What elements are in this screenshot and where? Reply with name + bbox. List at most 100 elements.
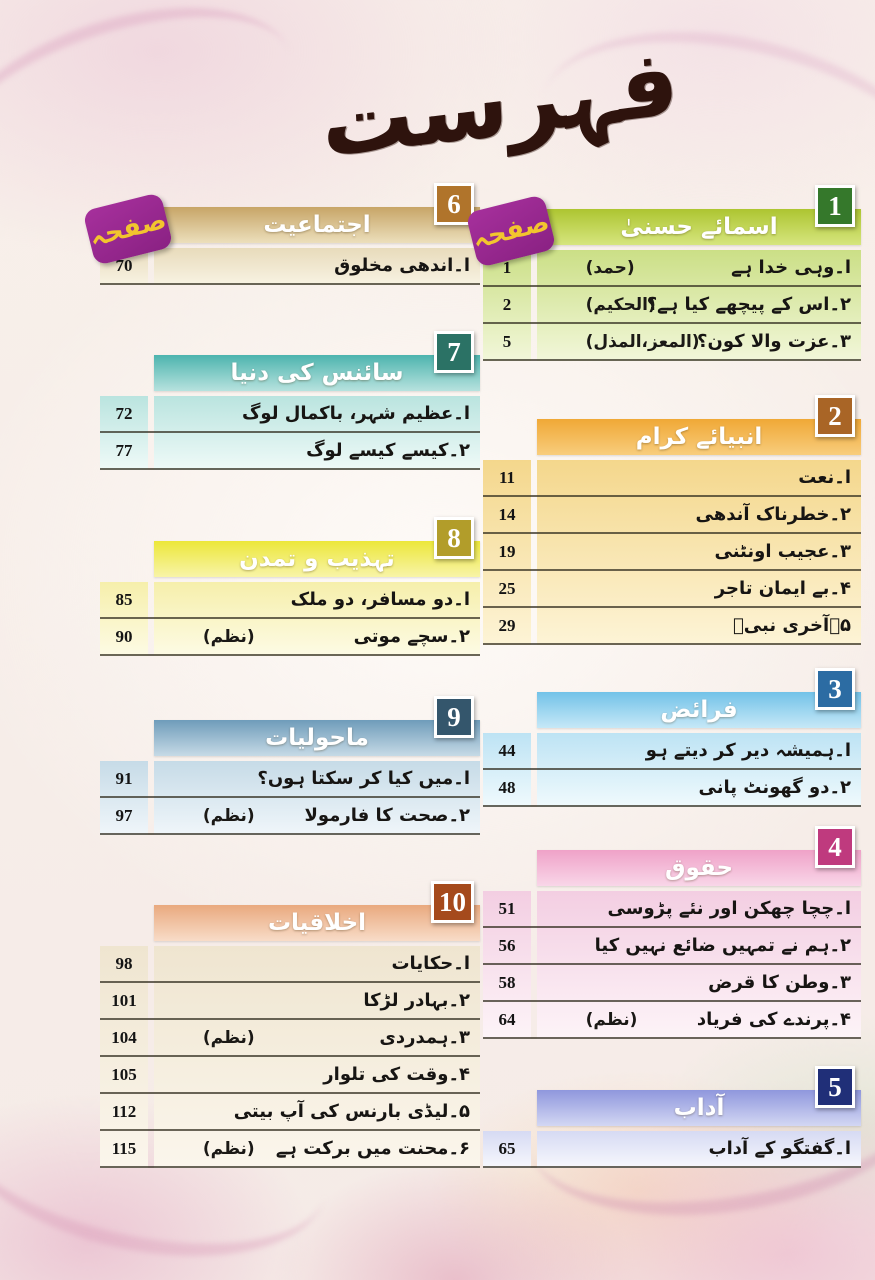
section-rows: 65 ا۔گفتگو کے آداب [483,1131,861,1168]
chapter-note: (المعز،المذل) [585,331,700,352]
chapter-cell: (المعز،المذل) ۳۔عزت والا کون؟ [537,324,861,359]
table-row: 97 (نظم) ۲۔صحت کا فارمولا [100,798,480,835]
section-number-badge: 4 [815,826,855,868]
table-row: 58 ۳۔وطن کا قرض [483,965,861,1002]
section-number-badge: 9 [434,696,474,738]
page-number: 65 [498,1138,516,1158]
section-number: 2 [828,400,842,431]
page-number: 11 [498,467,516,487]
section-number: 7 [447,336,461,367]
toc-section-5: 5 آداب 65 ا۔گفتگو کے آداب [483,1066,861,1168]
chapter-title: ۵۔لیڈی بارنس کی آپ بیتی [233,1101,470,1122]
page-number: 64 [498,1009,516,1029]
section-header: آداب [537,1090,861,1126]
chapter-cell: ا۔نعت [537,460,861,495]
table-row: 85 ا۔دو مسافر، دو ملک [100,582,480,619]
chapter-title: ۲۔خطرناک آندھی [695,504,851,525]
section-title: حقوق [664,855,734,881]
chapter-note: (حمد) [585,257,635,278]
chapter-cell: ۲۔خطرناک آندھی [537,497,861,532]
page-number: 104 [111,1027,137,1047]
section-rows: 11 ا۔نعت 14 ۲۔خطرناک آندھی 19 ۳۔عجیب اون… [483,460,861,645]
section-title: سائنس کی دنیا [230,360,404,386]
chapter-cell: ۲۔ہم نے تمہیں ضائع نہیں کیا [537,928,861,963]
section-rows: 51 ا۔چچا چھکن اور نئے پڑوسی 56 ۲۔ہم نے ت… [483,891,861,1039]
page-label: صفحہ [469,207,553,255]
chapter-title: ۲۔صحت کا فارمولا [304,805,470,826]
chapter-title: ۲۔کیسے کیسے لوگ [306,440,470,461]
section-number-badge: 10 [431,881,474,923]
table-row: 14 ۲۔خطرناک آندھی [483,497,861,534]
chapter-title: ا۔عظیم شہر، باکمال لوگ [242,403,470,424]
section-rows: 98 ا۔حکایات 101 ۲۔بہادر لڑکا 104 (نظم) ۳… [100,946,480,1168]
section-header: اسمائے حسنیٰ [537,209,861,245]
chapter-cell: (نظم) ۳۔ہمدردی [154,1020,480,1055]
chapter-cell: ا۔میں کیا کر سکتا ہوں؟ [154,761,480,796]
section-rows: 85 ا۔دو مسافر، دو ملک 90 (نظم) ۲۔سچے موت… [100,582,480,656]
chapter-title: ا۔نعت [798,467,851,488]
section-title: اجتماعیت [263,212,371,238]
section-number: 5 [828,1071,842,1102]
page-number: 25 [498,578,516,598]
chapter-title: ۶۔محنت میں برکت ہے [275,1138,470,1159]
toc-section-4: 4 حقوق 51 ا۔چچا چھکن اور نئے پڑوسی 56 ۲۔… [483,826,861,1039]
chapter-title: ۴۔وقت کی تلوار [323,1064,470,1085]
chapter-title: ۲۔اس کے پیچھے کیا ہے؟ [646,294,851,315]
table-row: 98 ا۔حکایات [100,946,480,983]
table-row: 91 ا۔میں کیا کر سکتا ہوں؟ [100,761,480,798]
toc-section-6: 6 صفحہ اجتماعیت 70 ا۔اندھی مخلوق [82,183,480,285]
chapter-cell: (نظم) ۲۔سچے موتی [154,619,480,654]
table-row: 90 (نظم) ۲۔سچے موتی [100,619,480,656]
table-row: 29 ۵۔آخری نبیؐ [483,608,861,645]
page-number: 58 [498,972,516,992]
chapter-title: ا۔دو مسافر، دو ملک [290,589,470,610]
section-rows: 91 ا۔میں کیا کر سکتا ہوں؟ 97 (نظم) ۲۔صحت… [100,761,480,835]
chapter-title: ا۔ہمیشہ دیر کر دیتے ہو [645,740,851,761]
table-row: 112 ۵۔لیڈی بارنس کی آپ بیتی [100,1094,480,1131]
section-number: 6 [447,188,461,219]
chapter-cell: ا۔گفتگو کے آداب [537,1131,861,1166]
section-number-badge: 8 [434,517,474,559]
page-number: 115 [111,1138,137,1158]
table-row: 72 ا۔عظیم شہر، باکمال لوگ [100,396,480,433]
section-header: انبیائے کرام [537,419,861,455]
page-label: صفحہ [86,205,170,253]
chapter-title: ا۔حکایات [391,953,470,974]
chapter-cell: ا۔حکایات [154,946,480,981]
chapter-title: ۲۔سچے موتی [353,626,470,647]
table-row: 70 ا۔اندھی مخلوق [100,248,480,285]
chapter-note: (نظم) [202,1138,255,1159]
chapter-cell: ۵۔لیڈی بارنس کی آپ بیتی [154,1094,480,1129]
section-header: ماحولیات [154,720,480,756]
section-number: 8 [447,522,461,553]
section-number-badge: 7 [434,331,474,373]
chapter-cell: (الحکیم) ۲۔اس کے پیچھے کیا ہے؟ [537,287,861,322]
chapter-cell: (نظم) ۴۔پرندے کی فریاد [537,1002,861,1037]
page-number: 72 [115,403,133,423]
table-row: 19 ۳۔عجیب اونٹنی [483,534,861,571]
section-number: 4 [828,831,842,862]
section-title: فرائض [660,697,738,723]
table-row: 64 (نظم) ۴۔پرندے کی فریاد [483,1002,861,1039]
page-number: 29 [498,615,516,635]
toc-section-7: 7 سائنس کی دنیا 72 ا۔عظیم شہر، باکمال لو… [100,331,480,470]
chapter-cell: ۳۔وطن کا قرض [537,965,861,1000]
chapter-note: (نظم) [202,626,255,647]
table-row: 77 ۲۔کیسے کیسے لوگ [100,433,480,470]
chapter-cell: ا۔چچا چھکن اور نئے پڑوسی [537,891,861,926]
chapter-cell: (حمد) ا۔وہی خدا ہے [537,250,861,285]
table-row: 2 (الحکیم) ۲۔اس کے پیچھے کیا ہے؟ [483,287,861,324]
section-header: حقوق [537,850,861,886]
table-row: 115 (نظم) ۶۔محنت میں برکت ہے [100,1131,480,1168]
section-title: تہذیب و تمدن [239,546,395,572]
chapter-cell: (نظم) ۶۔محنت میں برکت ہے [154,1131,480,1166]
chapter-note: (نظم) [202,1027,255,1048]
section-header: اخلاقیات [154,905,480,941]
section-title: انبیائے کرام [635,424,763,450]
table-row: 11 ا۔نعت [483,460,861,497]
section-number-badge: 2 [815,395,855,437]
page-number: 98 [115,953,133,973]
chapter-title: ۴۔بے ایمان تاجر [714,578,851,599]
chapter-cell: ۴۔وقت کی تلوار [154,1057,480,1092]
chapter-cell: ۳۔عجیب اونٹنی [537,534,861,569]
